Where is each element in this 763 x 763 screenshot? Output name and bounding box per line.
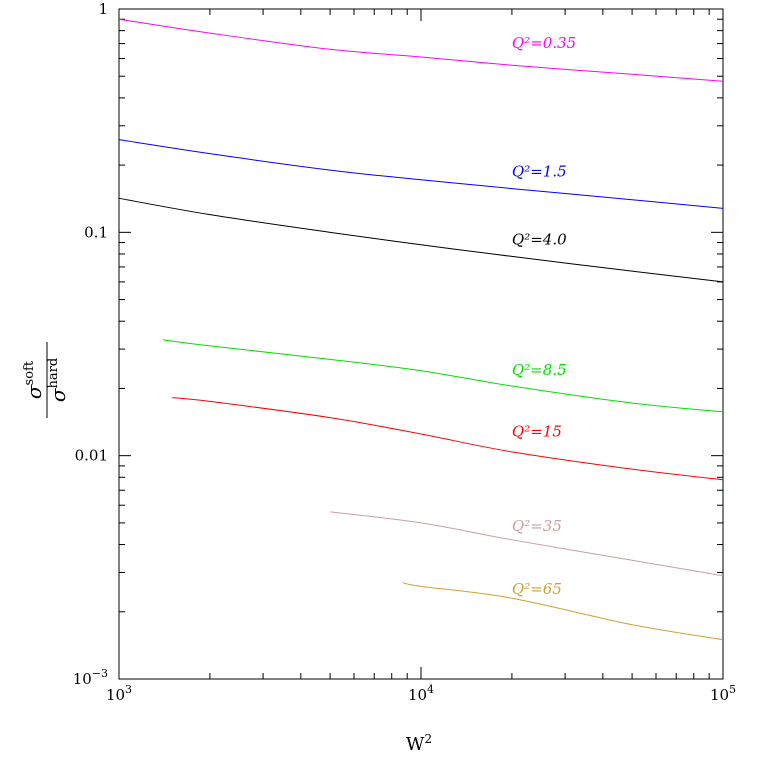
series-label: Q²=35 — [512, 517, 562, 535]
x-tick-label: 105 — [710, 683, 736, 704]
series-line — [172, 397, 724, 481]
svg-text:σhard: σhard — [46, 358, 70, 402]
series-label: Q²=8.5 — [512, 361, 567, 379]
tick-labels: 103 104 105 10−3 0.01 0.1 1 — [73, 0, 736, 704]
series-line — [163, 339, 724, 413]
x-tick-label: 103 — [106, 683, 132, 704]
y-tick-label: 0.1 — [84, 223, 108, 241]
y-tick-label: 10−3 — [73, 667, 108, 688]
x-tick-label: 104 — [408, 683, 434, 704]
series-line — [118, 18, 724, 82]
axis-ticks — [118, 9, 723, 680]
svg-text:σsoft: σsoft — [22, 360, 46, 399]
series-line — [402, 582, 724, 641]
y-axis-title-numerator-sup: soft — [22, 360, 37, 385]
x-axis-title: W2 — [406, 732, 432, 755]
y-axis-title-denominator-sup: hard — [46, 358, 61, 389]
y-axis-title: σsoft σhard — [22, 342, 70, 418]
curves — [118, 18, 724, 641]
y-axis-title-numerator: σ — [22, 384, 46, 399]
series-label: Q²=4.0 — [512, 231, 567, 249]
series-label: Q²=1.5 — [512, 162, 567, 180]
series-line — [118, 139, 724, 209]
series-line — [330, 511, 724, 577]
series-line — [118, 197, 724, 283]
y-tick-label: 0.01 — [75, 447, 108, 465]
y-axis-title-denominator: σ — [46, 387, 70, 402]
curve-labels: Q²=0.35 Q²=1.5 Q²=4.0 Q²=8.5 Q²=15 Q²=35 Q²=65 — [512, 34, 576, 598]
series-label: Q²=0.35 — [512, 34, 576, 52]
y-tick-label: 1 — [98, 0, 108, 18]
plot-frame — [118, 8, 724, 680]
series-label: Q²=65 — [512, 580, 562, 598]
series-label: Q²=15 — [512, 422, 562, 440]
